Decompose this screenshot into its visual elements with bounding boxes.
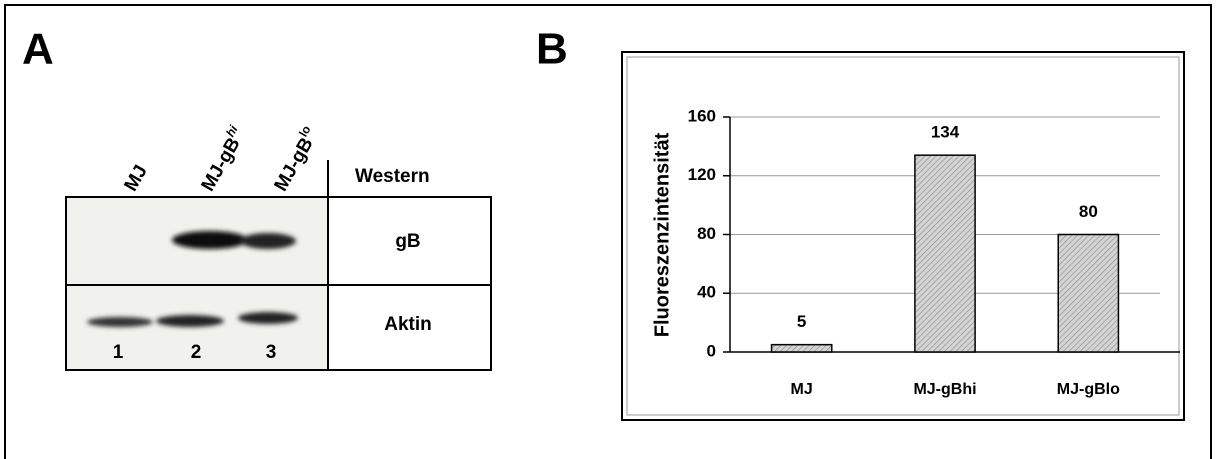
y-tick-label: 160	[688, 106, 716, 125]
value-label: 134	[931, 123, 960, 142]
value-label: 80	[1079, 202, 1098, 221]
row-label: Aktin	[384, 314, 432, 335]
y-tick-label: 120	[688, 165, 716, 184]
lane-label: MJ-gBlo	[267, 123, 323, 195]
y-axis-label: Fluoreszenzintensität	[651, 132, 673, 337]
panel-label: B	[536, 25, 568, 74]
panel-label: A	[22, 25, 54, 74]
method-label: Western	[355, 166, 430, 187]
lane-number: 1	[113, 342, 124, 363]
bar	[1058, 235, 1118, 353]
x-tick-label: MJ	[791, 381, 813, 398]
lane-number: 3	[266, 342, 277, 363]
lane-label: MJ-gBhi	[194, 122, 250, 195]
bar	[915, 155, 975, 352]
bar	[772, 345, 832, 352]
y-tick-label: 80	[697, 224, 716, 243]
figure: A MJ MJ-gBhi MJ-gBlo Western gB Aktin 1 …	[0, 0, 1216, 459]
lane-number: 2	[191, 342, 202, 363]
y-tick-label: 40	[697, 283, 716, 302]
lane-label: MJ	[120, 162, 151, 195]
x-tick-label: MJ-gBhi	[913, 381, 976, 398]
value-label: 5	[797, 312, 806, 331]
y-tick-label: 0	[707, 341, 716, 360]
row-label: gB	[395, 231, 420, 252]
x-tick-label: MJ-gBlo	[1057, 381, 1120, 398]
page: A MJ MJ-gBhi MJ-gBlo Western gB Aktin 1 …	[0, 0, 1216, 459]
